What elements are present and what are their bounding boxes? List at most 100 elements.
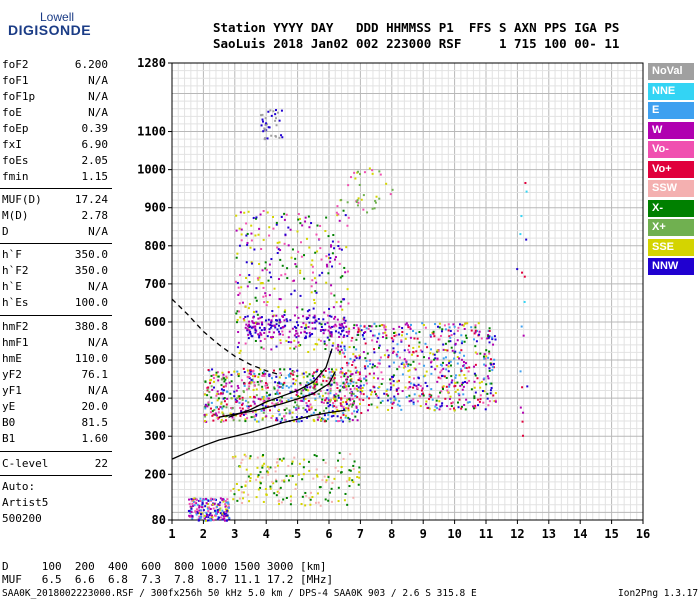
data-point — [347, 302, 350, 305]
data-point — [335, 368, 338, 371]
data-point — [310, 285, 313, 288]
data-point — [313, 348, 316, 351]
data-point — [248, 320, 251, 323]
data-point — [520, 325, 523, 328]
data-point — [390, 375, 393, 378]
data-point — [305, 388, 308, 391]
data-point — [325, 398, 328, 401]
data-point — [420, 389, 423, 392]
data-point — [207, 386, 210, 389]
data-point — [320, 401, 323, 404]
data-point — [233, 395, 236, 398]
data-point — [261, 418, 264, 421]
data-point — [460, 349, 463, 352]
data-point — [347, 184, 350, 187]
data-point — [343, 383, 346, 386]
data-point — [237, 331, 240, 334]
data-point — [269, 326, 272, 329]
data-point — [273, 331, 276, 334]
data-point — [322, 374, 325, 377]
y-tick-label: 400 — [144, 391, 166, 405]
data-point — [191, 517, 194, 520]
data-point — [191, 502, 194, 505]
data-point — [318, 395, 321, 398]
data-point — [253, 372, 256, 375]
data-point — [210, 517, 213, 520]
data-point — [311, 375, 314, 378]
param-value: 0.39 — [81, 122, 109, 135]
param-value: N/A — [88, 384, 108, 397]
data-point — [443, 324, 446, 327]
data-point — [249, 332, 252, 335]
data-point — [320, 325, 323, 328]
data-point — [217, 392, 220, 395]
data-point — [297, 218, 300, 221]
data-point — [396, 380, 399, 383]
data-point — [268, 294, 271, 297]
data-point — [445, 364, 448, 367]
data-point — [454, 381, 457, 384]
data-point — [223, 397, 226, 400]
data-point — [393, 399, 396, 402]
data-point — [321, 271, 324, 274]
data-point — [334, 330, 337, 333]
data-point — [261, 281, 264, 284]
data-point — [310, 406, 313, 409]
data-point — [270, 324, 273, 327]
data-point — [259, 282, 262, 285]
data-point — [195, 508, 198, 511]
data-point — [327, 473, 330, 476]
data-point — [343, 345, 346, 348]
data-point — [358, 466, 361, 469]
data-point — [217, 508, 220, 511]
data-point — [328, 377, 331, 380]
data-point — [329, 389, 332, 392]
data-point — [223, 380, 226, 383]
data-point — [458, 357, 461, 360]
param-label: h`F — [2, 248, 22, 261]
data-point — [326, 389, 329, 392]
data-point — [389, 388, 392, 391]
data-point — [234, 455, 237, 458]
data-point — [332, 411, 335, 414]
data-point — [273, 405, 276, 408]
data-point — [454, 376, 457, 379]
param-label: fmin — [2, 170, 29, 183]
y-tick-label: 1100 — [137, 125, 166, 139]
data-point — [283, 310, 286, 313]
data-point — [249, 370, 252, 373]
data-point — [457, 406, 460, 409]
data-point — [268, 394, 271, 397]
data-point — [264, 294, 267, 297]
data-point — [293, 347, 296, 350]
data-point — [521, 420, 524, 423]
data-point — [250, 378, 253, 381]
data-point — [332, 414, 335, 417]
data-point — [313, 314, 316, 317]
data-point — [458, 394, 461, 397]
data-point — [207, 499, 210, 502]
data-point — [302, 372, 305, 375]
data-point — [211, 410, 214, 413]
data-point — [258, 326, 261, 329]
data-point — [275, 223, 278, 226]
data-point — [464, 366, 467, 369]
data-point — [246, 232, 249, 235]
data-point — [281, 315, 284, 318]
data-point — [465, 336, 468, 339]
data-point — [260, 333, 263, 336]
data-point — [450, 405, 453, 408]
data-point — [472, 407, 475, 410]
param-value: N/A — [88, 106, 108, 119]
data-point — [309, 503, 312, 506]
data-point — [412, 360, 415, 363]
data-point — [331, 265, 334, 268]
data-point — [325, 216, 328, 219]
data-point — [203, 519, 206, 522]
data-point — [288, 372, 291, 375]
param-label: M(D) — [2, 209, 29, 222]
data-point — [303, 387, 306, 390]
x-tick-label: 8 — [388, 527, 395, 541]
data-point — [278, 241, 281, 244]
data-point — [373, 390, 376, 393]
